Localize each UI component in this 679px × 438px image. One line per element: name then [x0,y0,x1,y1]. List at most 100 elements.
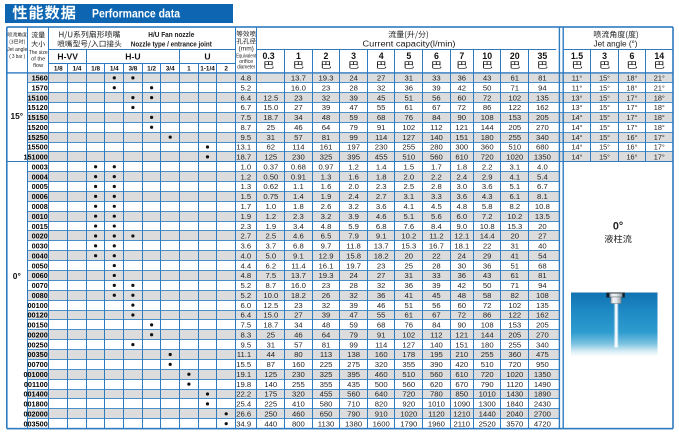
svg-text:90: 90 [458,321,467,330]
svg-text:102: 102 [508,93,521,102]
svg-text:3.6: 3.6 [482,182,493,191]
svg-text:28: 28 [349,281,358,290]
svg-text:410: 410 [292,400,305,409]
svg-text:diameter: diameter [237,65,255,71]
svg-text:205: 205 [508,123,521,132]
svg-text:0070: 0070 [32,281,48,290]
svg-text:0005: 0005 [32,182,48,191]
svg-text:72: 72 [458,103,467,112]
svg-text:47: 47 [349,103,358,112]
svg-text:50: 50 [483,83,492,92]
svg-text:4.0: 4.0 [241,251,252,260]
svg-text:10.2: 10.2 [507,212,522,221]
svg-text:4.3: 4.3 [482,192,493,201]
svg-text:16°: 16° [626,133,637,142]
svg-text:3.6: 3.6 [376,202,387,211]
svg-text:10: 10 [482,51,492,61]
svg-text:355: 355 [320,380,333,389]
svg-text:3.7: 3.7 [265,242,276,251]
svg-text:6.1: 6.1 [509,192,520,201]
svg-text:47: 47 [349,311,358,320]
svg-text:5.1: 5.1 [509,182,520,191]
svg-text:560: 560 [402,380,415,389]
svg-text:1350: 1350 [534,370,551,379]
svg-text:4.6: 4.6 [376,212,387,221]
svg-text:64: 64 [322,123,331,132]
svg-text:72: 72 [483,93,492,102]
svg-text:31: 31 [267,133,276,142]
svg-text:3.2: 3.2 [348,202,359,211]
svg-text:16.7: 16.7 [429,242,444,251]
svg-text:3.1: 3.1 [509,163,520,172]
svg-text:36: 36 [458,271,467,280]
svg-text:360: 360 [481,143,494,152]
svg-text:820: 820 [375,400,388,409]
svg-text:15°: 15° [599,123,610,132]
svg-text:41: 41 [405,291,414,300]
svg-text:46: 46 [294,330,303,339]
svg-text:(mm): (mm) [239,46,254,53]
svg-text:50: 50 [483,281,492,290]
svg-text:2.4: 2.4 [456,172,467,181]
svg-text:275: 275 [347,360,360,369]
svg-text:18°: 18° [654,103,665,112]
svg-text:1960: 1960 [428,419,445,428]
svg-text:24: 24 [349,271,358,280]
svg-text:197: 197 [347,143,360,152]
svg-text:31: 31 [267,340,276,349]
svg-text:15°: 15° [599,153,610,162]
svg-text:127: 127 [402,340,415,349]
svg-text:230: 230 [375,143,388,152]
svg-text:23: 23 [294,301,303,310]
svg-text:255: 255 [508,133,521,142]
svg-text:10.0: 10.0 [263,291,278,300]
svg-text:114: 114 [375,340,388,349]
svg-text:440: 440 [264,419,277,428]
svg-text:32: 32 [377,281,386,290]
svg-text:23: 23 [322,281,331,290]
svg-text:1.2: 1.2 [241,172,252,181]
svg-text:1570: 1570 [32,83,48,92]
svg-text:25: 25 [267,123,276,132]
svg-text:001000: 001000 [23,370,47,379]
svg-text:1120: 1120 [428,410,445,419]
svg-text:23: 23 [294,93,303,102]
svg-text:2: 2 [224,65,228,72]
svg-text:31: 31 [405,74,414,83]
svg-text:68: 68 [377,113,386,122]
svg-text:58: 58 [483,291,492,300]
svg-text:44: 44 [267,350,276,359]
svg-text:1.8: 1.8 [456,163,467,172]
svg-text:455: 455 [320,390,333,399]
svg-text:99: 99 [349,133,358,142]
svg-text:13°: 13° [571,93,582,102]
svg-text:205: 205 [508,330,521,339]
svg-text:460: 460 [375,370,388,379]
svg-text:5.0: 5.0 [265,251,276,260]
svg-text:1890: 1890 [534,390,551,399]
svg-text:10.8: 10.8 [535,202,550,211]
svg-text:8.1: 8.1 [537,192,548,201]
svg-text:1490: 1490 [534,380,551,389]
svg-text:15°: 15° [599,93,610,102]
svg-text:30: 30 [458,261,467,270]
svg-text:7: 7 [459,51,464,61]
svg-text:4: 4 [379,51,384,61]
svg-text:102: 102 [402,330,415,339]
svg-text:0.68: 0.68 [291,163,306,172]
svg-text:1010: 1010 [479,390,496,399]
svg-text:151: 151 [455,340,468,349]
svg-text:25.4: 25.4 [236,400,252,409]
svg-text:27: 27 [294,311,303,320]
svg-text:39: 39 [432,83,441,92]
svg-text:2: 2 [324,51,329,61]
svg-text:112: 112 [430,330,442,339]
svg-text:3.2: 3.2 [321,212,332,221]
svg-text:6.8: 6.8 [293,242,304,251]
svg-text:5.9: 5.9 [348,222,359,231]
svg-text:205: 205 [536,321,549,330]
svg-text:4.8: 4.8 [241,271,252,280]
svg-text:13.7: 13.7 [374,242,389,251]
svg-text:25: 25 [405,261,414,270]
svg-text:51: 51 [405,301,414,310]
